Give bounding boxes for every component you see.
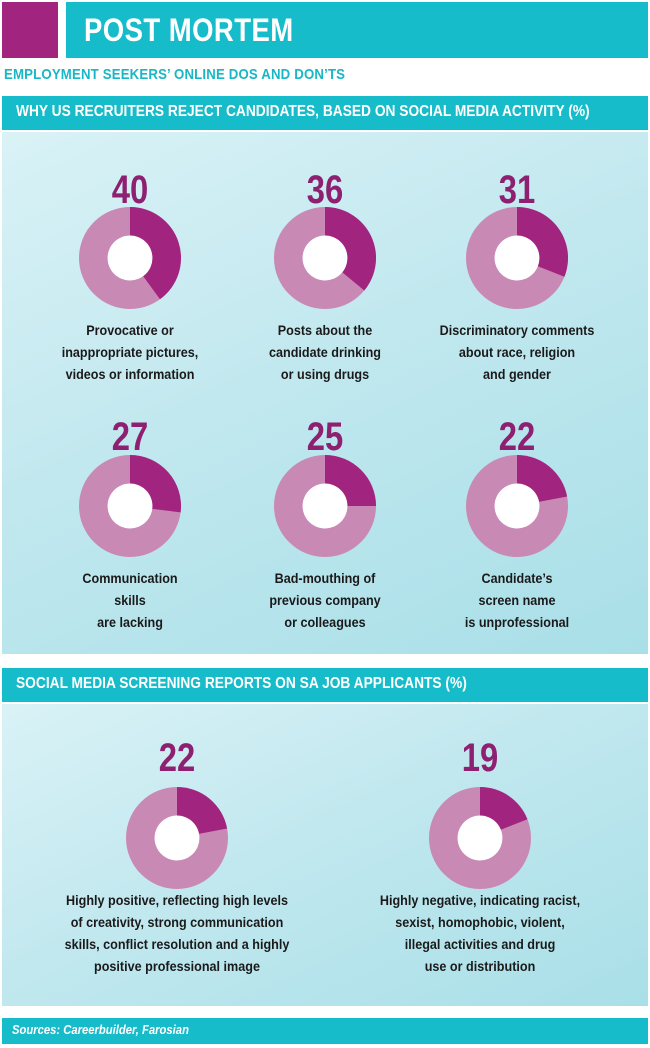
donut-hole <box>154 815 200 861</box>
page-subheading: EMPLOYMENT SEEKERS’ ONLINE DOS AND DON’T… <box>4 66 346 83</box>
page-title: POST MORTEM <box>84 12 294 48</box>
donut-hole <box>457 815 503 861</box>
donut-hole <box>302 483 348 529</box>
donut-hole <box>494 235 540 281</box>
donut-chart <box>466 455 568 557</box>
section-header-sa-applicants: SOCIAL MEDIA SCREENING REPORTS ON SA JOB… <box>2 668 648 702</box>
category-label: Posts about the candidate drinking or us… <box>268 322 382 382</box>
category-label: Provocative or inappropriate pictures, v… <box>61 322 199 382</box>
donut-chart <box>274 207 376 309</box>
category-label: Highly positive, reflecting high levels … <box>64 892 290 974</box>
donut-hole <box>107 483 153 529</box>
section-header-us-recruiters: WHY US RECRUITERS REJECT CANDIDATES, BAS… <box>2 96 648 130</box>
category-label: Bad-mouthing of previous company or coll… <box>269 570 381 630</box>
donut-chart <box>126 787 228 889</box>
donut-hole <box>107 235 153 281</box>
header-accent-square <box>2 2 58 58</box>
category-label: Discriminatory comments about race, reli… <box>439 322 595 382</box>
section-title: WHY US RECRUITERS REJECT CANDIDATES, BAS… <box>16 103 590 120</box>
data-label-value: 36 <box>306 168 344 212</box>
chart-panel-sa-applicants <box>2 704 648 1006</box>
donut-chart <box>79 207 182 309</box>
data-label-value: 27 <box>111 415 149 459</box>
category-label: Highly negative, indicating racist, sexi… <box>379 892 581 974</box>
data-label-value: 25 <box>306 415 344 459</box>
donut-chart <box>466 207 568 309</box>
data-label-value: 40 <box>111 168 149 212</box>
data-label-value: 19 <box>461 736 499 780</box>
data-label-value: 31 <box>498 168 536 212</box>
footer-bar: Sources: Careerbuilder, Farosian <box>2 1018 648 1044</box>
data-label-value: 22 <box>158 736 196 780</box>
slice-value <box>325 207 376 291</box>
data-label-value: 22 <box>498 415 536 459</box>
category-label: Communication skills are lacking <box>82 570 178 630</box>
donut-chart <box>429 787 531 889</box>
donut-hole <box>494 483 540 529</box>
slice-value <box>130 207 182 300</box>
sources-text: Sources: Careerbuilder, Farosian <box>12 1023 189 1037</box>
donut-hole <box>302 235 348 281</box>
donut-chart <box>79 455 181 557</box>
donut-chart <box>274 455 376 557</box>
section-title: SOCIAL MEDIA SCREENING REPORTS ON SA JOB… <box>16 675 467 692</box>
category-label: Candidate’s screen name is unprofessiona… <box>464 570 570 630</box>
header-bar <box>66 2 648 58</box>
